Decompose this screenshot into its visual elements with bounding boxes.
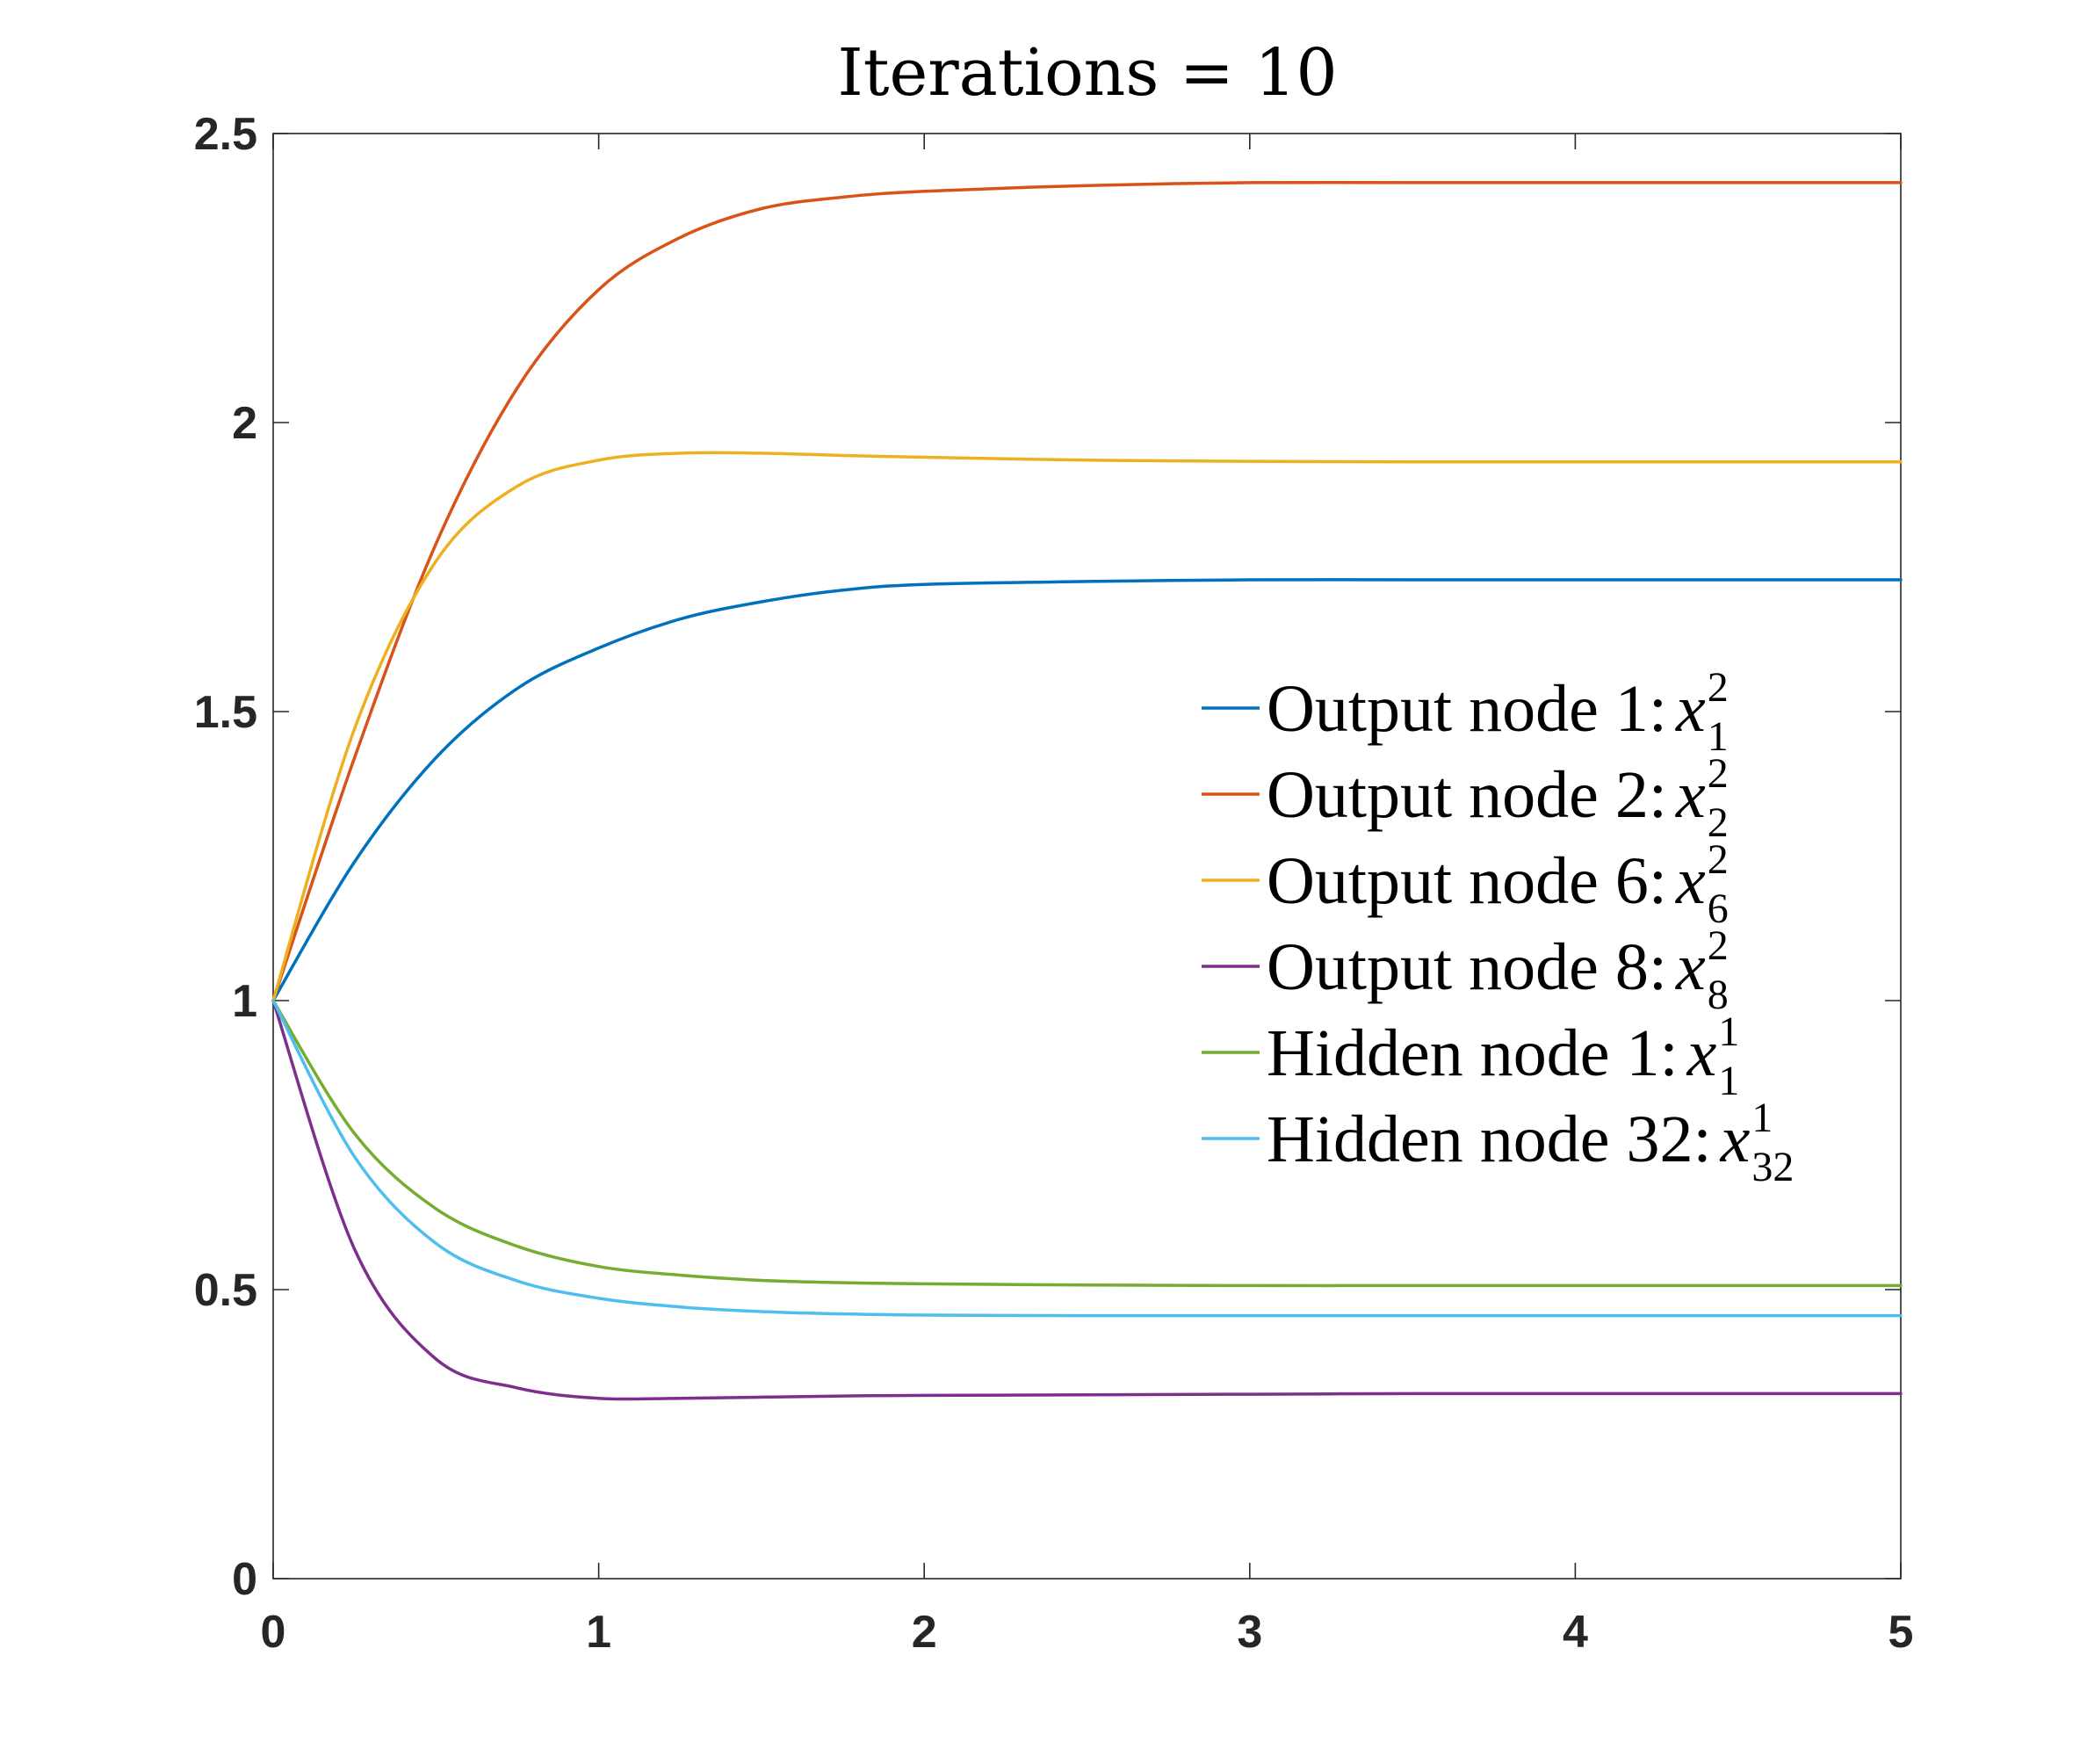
y-tick-label: 2.5 bbox=[194, 109, 257, 160]
y-tick-label: 2 bbox=[232, 398, 257, 449]
legend-subscript: 1 bbox=[1708, 713, 1729, 760]
y-tick-label: 1 bbox=[232, 976, 257, 1027]
legend-subscript: 8 bbox=[1708, 972, 1729, 1018]
x-tick-label: 2 bbox=[912, 1607, 937, 1658]
axes-box bbox=[272, 133, 1902, 1580]
legend-superscript: 1 bbox=[1718, 1009, 1739, 1055]
legend-superscript: 2 bbox=[1708, 922, 1729, 969]
x-tick-label: 3 bbox=[1237, 1607, 1262, 1658]
x-axis-tick-labels: 0 1 2 3 4 5 bbox=[261, 1607, 1914, 1658]
legend-label: Hidden node 1: bbox=[1267, 1016, 1679, 1090]
legend-variable: x bbox=[1675, 844, 1706, 918]
legend-variable: x bbox=[1675, 930, 1706, 1004]
x-tick-label: 5 bbox=[1888, 1607, 1914, 1658]
y-tick-label: 1.5 bbox=[194, 687, 257, 738]
legend-item: Output node 8: x 28 bbox=[1202, 922, 1729, 1018]
series-line-4 bbox=[271, 999, 1903, 1401]
chart-title: Iterations = 10 bbox=[837, 35, 1337, 111]
legend-item: Output node 1: x 21 bbox=[1202, 664, 1729, 760]
legend-superscript: 2 bbox=[1708, 836, 1729, 883]
axis-ticks bbox=[272, 133, 1902, 1580]
series-line-6 bbox=[271, 999, 1903, 1318]
legend-label: Hidden node 32: bbox=[1267, 1102, 1712, 1176]
legend-label: Output node 6: bbox=[1267, 844, 1667, 918]
legend-item: Output node 6: x 26 bbox=[1202, 836, 1729, 932]
legend-subscript: 1 bbox=[1718, 1058, 1739, 1104]
series-line-3 bbox=[271, 451, 1903, 1002]
legend-variable: x bbox=[1675, 672, 1706, 746]
series-line-2 bbox=[271, 180, 1903, 1002]
x-tick-label: 1 bbox=[586, 1607, 611, 1658]
legend-variable: x bbox=[1720, 1102, 1751, 1176]
legend-superscript: 2 bbox=[1708, 750, 1729, 797]
y-tick-label: 0 bbox=[232, 1554, 257, 1605]
legend-subscript: 2 bbox=[1708, 799, 1729, 846]
y-tick-label: 0.5 bbox=[194, 1265, 257, 1316]
legend-item: Output node 2: x 22 bbox=[1202, 750, 1729, 846]
y-axis-tick-labels: 0 0.5 1 1.5 2 2.5 bbox=[194, 109, 257, 1605]
x-tick-label: 0 bbox=[261, 1607, 286, 1658]
legend-subscript: 32 bbox=[1751, 1144, 1794, 1190]
plot-area bbox=[271, 133, 1903, 1580]
legend-item: Hidden node 1: x 11 bbox=[1202, 1009, 1739, 1104]
legend-superscript: 2 bbox=[1708, 664, 1729, 711]
legend-label: Output node 8: bbox=[1267, 930, 1667, 1004]
legend-variable: x bbox=[1675, 758, 1706, 832]
series-line-5 bbox=[271, 999, 1903, 1288]
legend-label: Output node 2: bbox=[1267, 758, 1667, 832]
series-lines bbox=[271, 180, 1903, 1401]
x-tick-label: 4 bbox=[1563, 1607, 1588, 1658]
legend-label: Output node 1: bbox=[1267, 672, 1667, 746]
series-line-1 bbox=[271, 578, 1903, 1002]
legend-superscript: 1 bbox=[1751, 1095, 1773, 1141]
legend-subscript: 6 bbox=[1708, 886, 1729, 932]
legend-item: Hidden node 32: x 132 bbox=[1202, 1095, 1794, 1190]
legend-variable: x bbox=[1686, 1016, 1717, 1090]
